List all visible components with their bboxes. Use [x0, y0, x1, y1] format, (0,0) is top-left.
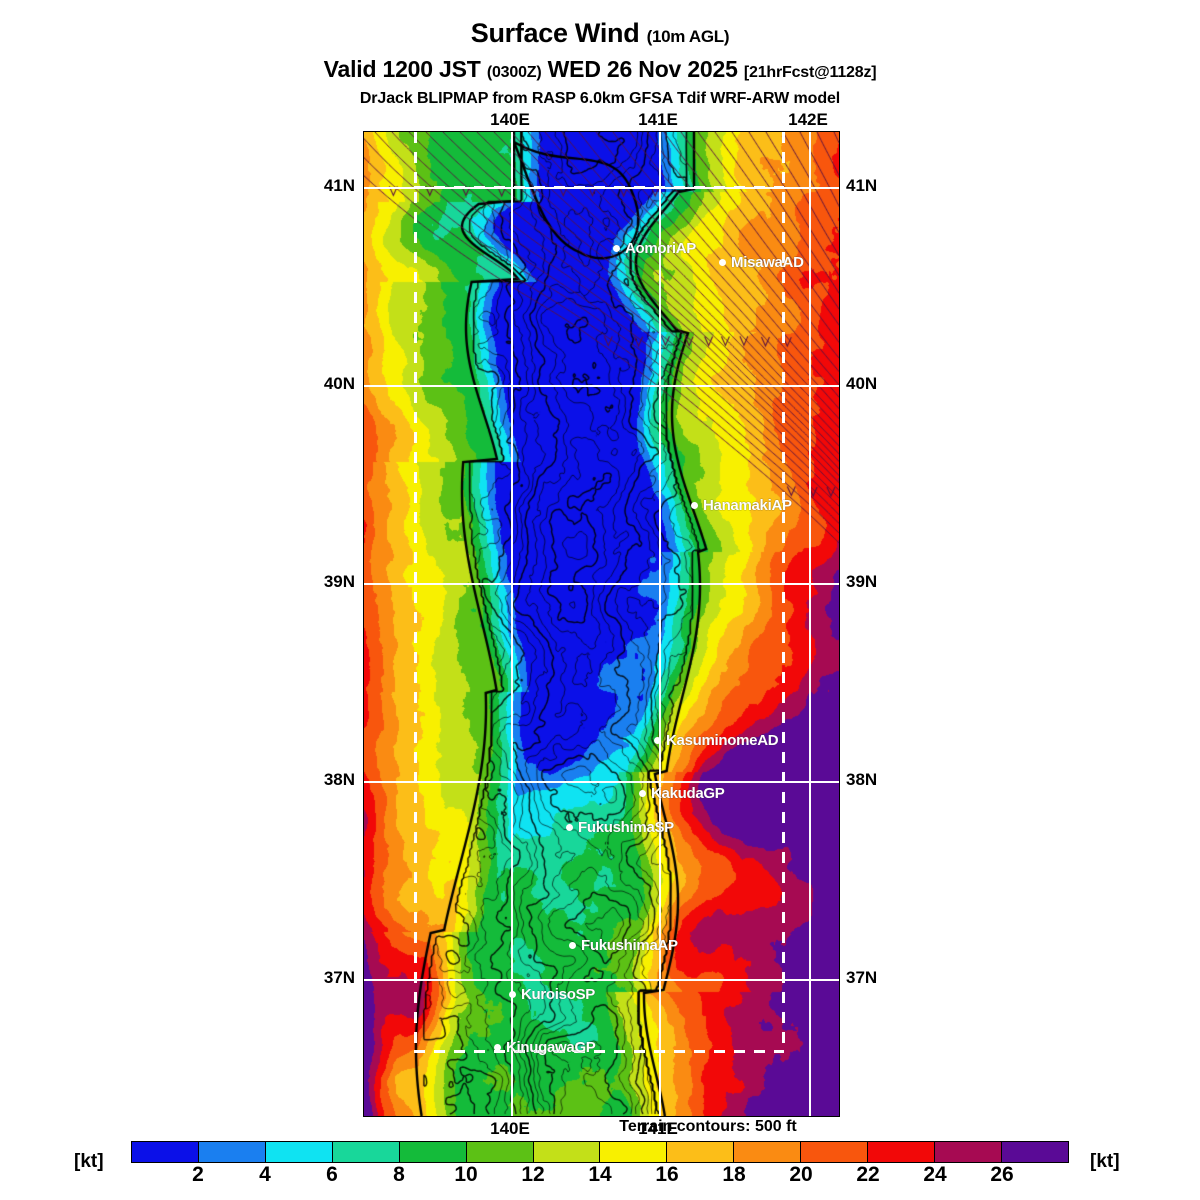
station-label: HanamakiAP	[703, 497, 792, 514]
lat-label-right-40N: 40N	[846, 374, 878, 393]
lat-label-left-38N: 38N	[323, 770, 355, 789]
colorbar-segment-10	[801, 1142, 869, 1162]
colorbar-tick-26: 26	[990, 1163, 1014, 1186]
station-dot-icon	[639, 790, 646, 797]
colorbar-tick-14: 14	[588, 1163, 612, 1186]
station-dot-icon	[494, 1044, 501, 1051]
station-dot-icon	[509, 991, 516, 998]
gridline-lon-141e	[659, 132, 661, 1116]
colorbar-tick-20: 20	[789, 1163, 813, 1186]
domain-box-top	[414, 186, 784, 189]
wind-map[interactable]: AomoriAP MisawaAD HanamakiAP KasuminomeAD Ka…	[363, 131, 840, 1117]
colorbar-tick-18: 18	[722, 1163, 746, 1186]
lon-label-top-141E: 141E	[638, 110, 678, 129]
colorbar[interactable]	[131, 1141, 1069, 1163]
forecast-hour: [21hrFcst@1128z]	[743, 64, 877, 81]
gridline-lat-37n	[364, 979, 839, 981]
page-title: Surface Wind (10m AGL)	[0, 16, 1200, 54]
station-marker-kakudagp[interactable]: KakudaGP	[639, 785, 725, 802]
gridline-lon-140e	[511, 132, 513, 1116]
title-block: Surface Wind (10m AGL) Valid 1200 JST (0…	[0, 0, 1200, 110]
lon-label-top-142E: 142E	[788, 110, 828, 129]
station-dot-icon	[569, 942, 576, 949]
domain-box-bottom	[414, 1050, 784, 1053]
station-label: KakudaGP	[651, 785, 725, 802]
domain-box-left	[414, 132, 417, 1052]
station-label: AomoriAP	[625, 240, 696, 257]
station-label: FukushimaSP	[578, 819, 674, 836]
gridline-lon-142e	[809, 132, 811, 1116]
lat-label-left-37N: 37N	[323, 968, 355, 987]
station-dot-icon	[566, 824, 573, 831]
station-marker-fukushimaap[interactable]: FukushimaAP	[569, 937, 678, 954]
gridline-lat-40n	[364, 385, 839, 387]
unit-label-right: [kt]	[1090, 1151, 1120, 1172]
colorbar-segment-0	[132, 1142, 199, 1162]
gridline-lat-38n	[364, 781, 839, 783]
model-line: DrJack BLIPMAP from RASP 6.0km GFSA Tdif…	[359, 90, 841, 107]
colorbar-segment-11	[868, 1142, 936, 1162]
lat-label-right-41N: 41N	[846, 176, 878, 195]
colorbar-segment-12	[935, 1142, 1002, 1162]
colorbar-tick-12: 12	[521, 1163, 545, 1186]
colorbar-tick-labels: 2 4 6 8 10 12 14 16 18 20 22 24 26	[131, 1163, 1069, 1193]
colorbar-segment-4	[399, 1142, 467, 1162]
station-marker-kasuminomead[interactable]: KasuminomeAD	[654, 732, 779, 749]
station-marker-fukushimasp[interactable]: FukushimaSP	[566, 819, 674, 836]
colorbar-segment-13	[1001, 1142, 1068, 1162]
colorbar-tick-2: 2	[192, 1163, 204, 1186]
colorbar-segment-7	[600, 1142, 668, 1162]
colorbar-segment-2	[265, 1142, 333, 1162]
lat-label-left-39N: 39N	[323, 572, 355, 591]
valid-time-line: Valid 1200 JST (0300Z) WED 26 Nov 2025 […	[0, 54, 1200, 88]
colorbar-tick-4: 4	[259, 1163, 271, 1186]
title-suffix: (10m AGL)	[646, 27, 730, 46]
lat-label-right-37N: 37N	[846, 968, 878, 987]
colorbar-segment-9	[734, 1142, 802, 1162]
colorbar-segment-8	[667, 1142, 735, 1162]
lat-label-left-41N: 41N	[323, 176, 355, 195]
station-label: KasuminomeAD	[666, 732, 779, 749]
station-label: FukushimaAP	[581, 937, 678, 954]
station-label: KuroisoSP	[521, 986, 595, 1003]
lat-label-right-39N: 39N	[846, 572, 878, 591]
station-label: KinugawaGP	[506, 1039, 596, 1056]
valid-utc: (0300Z)	[486, 64, 542, 81]
colorbar-tick-6: 6	[326, 1163, 338, 1186]
station-marker-aomoriap[interactable]: AomoriAP	[613, 240, 696, 257]
station-dot-icon	[613, 245, 620, 252]
station-dot-icon	[654, 737, 661, 744]
station-dot-icon	[719, 259, 726, 266]
colorbar-segment-5	[466, 1142, 534, 1162]
colorbar-tick-24: 24	[923, 1163, 947, 1186]
colorbar-segment-6	[533, 1142, 601, 1162]
colorbar-segment-3	[332, 1142, 400, 1162]
gridline-lat-39n	[364, 583, 839, 585]
lat-label-right-38N: 38N	[846, 770, 878, 789]
lon-label-bottom-141E: 141E	[638, 1119, 678, 1138]
title-main: Surface Wind	[470, 18, 640, 48]
colorbar-segment-1	[198, 1142, 266, 1162]
station-marker-kinugawagp[interactable]: KinugawaGP	[494, 1039, 596, 1056]
terrain-contour-note: Terrain contours: 500 ft	[619, 1118, 797, 1135]
valid-date: WED 26 Nov 2025	[547, 56, 738, 82]
colorbar-tick-8: 8	[393, 1163, 405, 1186]
wind-speed-raster	[364, 132, 839, 1116]
unit-label-left: [kt]	[74, 1151, 104, 1172]
lon-label-top-140E: 140E	[490, 110, 530, 129]
valid-label: Valid 1200 JST	[323, 56, 481, 82]
colorbar-tick-22: 22	[856, 1163, 880, 1186]
station-label: MisawaAD	[731, 254, 804, 271]
station-marker-misawaad[interactable]: MisawaAD	[719, 254, 804, 271]
lat-label-left-40N: 40N	[323, 374, 355, 393]
domain-box-right	[782, 132, 785, 1052]
colorbar-tick-10: 10	[454, 1163, 478, 1186]
station-marker-kuroisosp[interactable]: KuroisoSP	[509, 986, 595, 1003]
station-dot-icon	[691, 502, 698, 509]
station-marker-hanamakiap[interactable]: HanamakiAP	[691, 497, 792, 514]
colorbar-tick-16: 16	[655, 1163, 679, 1186]
lon-label-bottom-140E: 140E	[490, 1119, 530, 1138]
